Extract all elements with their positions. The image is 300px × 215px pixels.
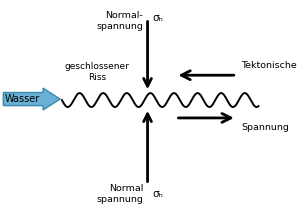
Polygon shape [3, 88, 60, 110]
Text: Spannung: Spannung [241, 123, 289, 132]
Text: σₕ: σₕ [152, 189, 163, 199]
Text: Normal
spannung: Normal spannung [96, 184, 143, 204]
Text: Wasser: Wasser [5, 94, 40, 104]
Text: σₕ: σₕ [152, 13, 163, 23]
Text: Normal-
spannung: Normal- spannung [96, 11, 143, 31]
Text: geschlossener
Riss: geschlossener Riss [64, 62, 129, 82]
Text: Tektonische: Tektonische [241, 61, 297, 70]
